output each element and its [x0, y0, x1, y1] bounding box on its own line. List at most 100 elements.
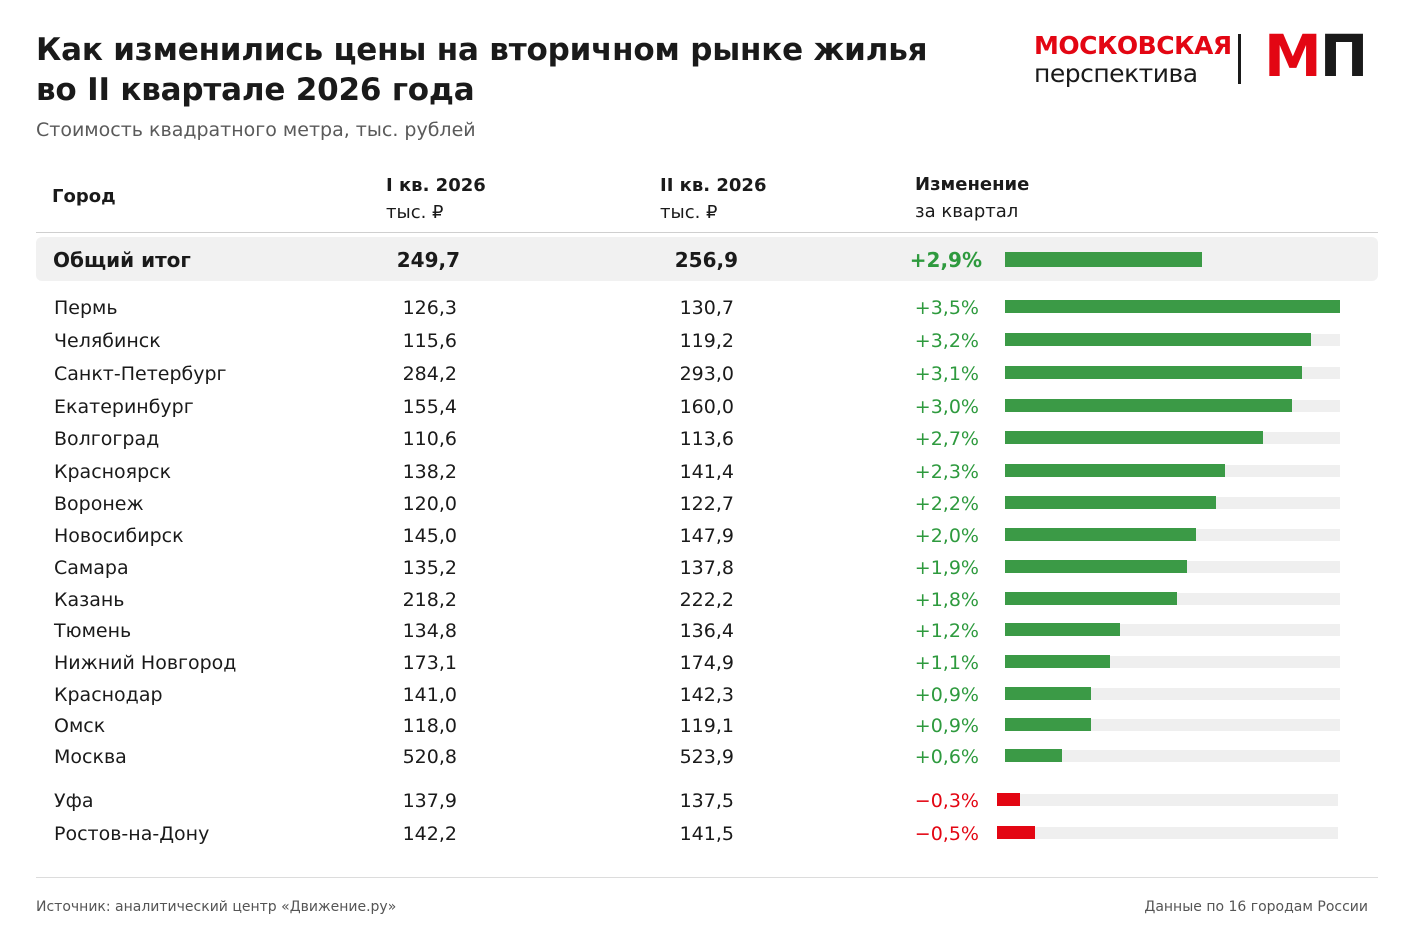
row-change-bar — [1005, 718, 1091, 731]
row-q2-value: 119,2 — [679, 330, 734, 352]
row-city: Новосибирск — [54, 525, 184, 547]
column-header-city: Город — [52, 186, 116, 207]
row-change-label: +0,6% — [914, 746, 979, 768]
column-header-q2-unit: тыс. ₽ — [660, 202, 718, 223]
row-change-bar — [997, 826, 1035, 839]
row-city: Тюмень — [54, 620, 132, 642]
header-divider — [36, 232, 1378, 233]
row-change-bar — [1005, 687, 1091, 700]
logo-word-line-1: МОСКОВСКАЯ — [1034, 31, 1232, 60]
row-q1-value: 115,6 — [402, 330, 457, 352]
title-line-1: Как изменились цены на вторичном рынке ж… — [36, 32, 928, 68]
row-q1-value: 126,3 — [402, 297, 457, 319]
title-line-2: во II квартале 2026 года — [36, 72, 475, 108]
row-city: Москва — [54, 746, 127, 768]
row-q2-value: 147,9 — [679, 525, 734, 547]
row-q2-value: 141,5 — [679, 823, 734, 845]
row-q2-value: 119,1 — [679, 715, 734, 737]
row-change-label: +3,1% — [914, 363, 979, 385]
column-header-change-sub: за квартал — [915, 201, 1019, 222]
brand-logo-mark: МП — [1264, 26, 1368, 86]
row-change-label: −0,3% — [914, 790, 979, 812]
row-change-bar — [1005, 431, 1263, 444]
row-q1-value: 142,2 — [402, 823, 457, 845]
row-change-bar — [1005, 623, 1120, 636]
coverage-note: Данные по 16 городам России — [1144, 899, 1368, 915]
row-q2-value: 174,9 — [679, 652, 734, 674]
row-city: Екатеринбург — [54, 396, 194, 418]
total-city: Общий итог — [53, 248, 191, 272]
row-change-label: +1,9% — [914, 557, 979, 579]
row-bar-track — [997, 794, 1338, 806]
row-q1-value: 155,4 — [402, 396, 457, 418]
row-q1-value: 145,0 — [402, 525, 457, 547]
row-change-label: −0,5% — [914, 823, 979, 845]
row-q2-value: 293,0 — [679, 363, 734, 385]
row-city: Санкт-Петербург — [54, 363, 227, 385]
row-city: Нижний Новгород — [54, 652, 237, 674]
row-city: Омск — [54, 715, 106, 737]
row-change-label: +3,2% — [914, 330, 979, 352]
row-q1-value: 173,1 — [402, 652, 457, 674]
row-change-bar — [1005, 300, 1340, 313]
column-header-change: Изменение за квартал — [915, 171, 1029, 225]
row-change-bar — [1005, 592, 1177, 605]
row-change-label: +2,3% — [914, 461, 979, 483]
row-city: Самара — [54, 557, 129, 579]
chart-subtitle: Стоимость квадратного метра, тыс. рублей — [36, 119, 476, 141]
column-header-change-title: Изменение — [915, 174, 1030, 195]
row-q1-value: 218,2 — [402, 589, 457, 611]
chart-title: Как изменились цены на вторичном рынке ж… — [36, 30, 996, 110]
total-q1-value: 249,7 — [396, 248, 460, 272]
row-city: Пермь — [54, 297, 118, 319]
row-change-label: +3,0% — [914, 396, 979, 418]
row-q1-value: 135,2 — [402, 557, 457, 579]
row-change-bar — [1005, 366, 1302, 379]
row-q2-value: 137,5 — [679, 790, 734, 812]
row-change-label: +1,1% — [914, 652, 979, 674]
row-q1-value: 134,8 — [402, 620, 457, 642]
row-change-label: +3,5% — [914, 297, 979, 319]
row-change-bar — [1005, 655, 1110, 668]
row-change-bar — [1005, 560, 1187, 573]
row-change-bar — [1005, 496, 1216, 509]
row-city: Ростов-на-Дону — [54, 823, 210, 845]
column-header-q1: I кв. 2026 тыс. ₽ — [386, 172, 486, 226]
row-bar-track — [1005, 750, 1340, 762]
row-q2-value: 130,7 — [679, 297, 734, 319]
footer-divider — [36, 877, 1378, 878]
logo-word-line-2: перспектива — [1034, 59, 1198, 88]
row-q2-value: 523,9 — [679, 746, 734, 768]
row-change-label: +1,2% — [914, 620, 979, 642]
total-change-bar — [1005, 252, 1202, 267]
total-change-label: +2,9% — [909, 248, 982, 272]
brand-logo-wordmark: МОСКОВСКАЯ перспектива — [1034, 32, 1232, 88]
row-change-bar — [1005, 749, 1062, 762]
logo-separator — [1238, 34, 1241, 84]
row-change-bar — [997, 793, 1020, 806]
column-header-q2: II кв. 2026 тыс. ₽ — [660, 172, 766, 226]
row-city: Краснодар — [54, 684, 163, 706]
row-q1-value: 137,9 — [402, 790, 457, 812]
row-change-bar — [1005, 399, 1292, 412]
row-change-label: +0,9% — [914, 715, 979, 737]
row-q1-value: 110,6 — [402, 428, 457, 450]
row-q1-value: 141,0 — [402, 684, 457, 706]
column-header-q1-unit: тыс. ₽ — [386, 202, 444, 223]
row-city: Челябинск — [54, 330, 161, 352]
column-header-q2-title: II кв. 2026 — [660, 175, 767, 196]
row-q2-value: 113,6 — [679, 428, 734, 450]
row-q2-value: 222,2 — [679, 589, 734, 611]
row-q2-value: 142,3 — [679, 684, 734, 706]
row-q2-value: 137,8 — [679, 557, 734, 579]
row-q1-value: 284,2 — [402, 363, 457, 385]
row-city: Воронеж — [54, 493, 144, 515]
column-header-q1-title: I кв. 2026 — [386, 175, 486, 196]
row-q1-value: 120,0 — [402, 493, 457, 515]
row-q2-value: 141,4 — [679, 461, 734, 483]
row-change-label: +2,7% — [914, 428, 979, 450]
row-city: Казань — [54, 589, 125, 611]
row-change-label: +2,0% — [914, 525, 979, 547]
row-city: Волгоград — [54, 428, 160, 450]
row-change-bar — [1005, 333, 1311, 346]
